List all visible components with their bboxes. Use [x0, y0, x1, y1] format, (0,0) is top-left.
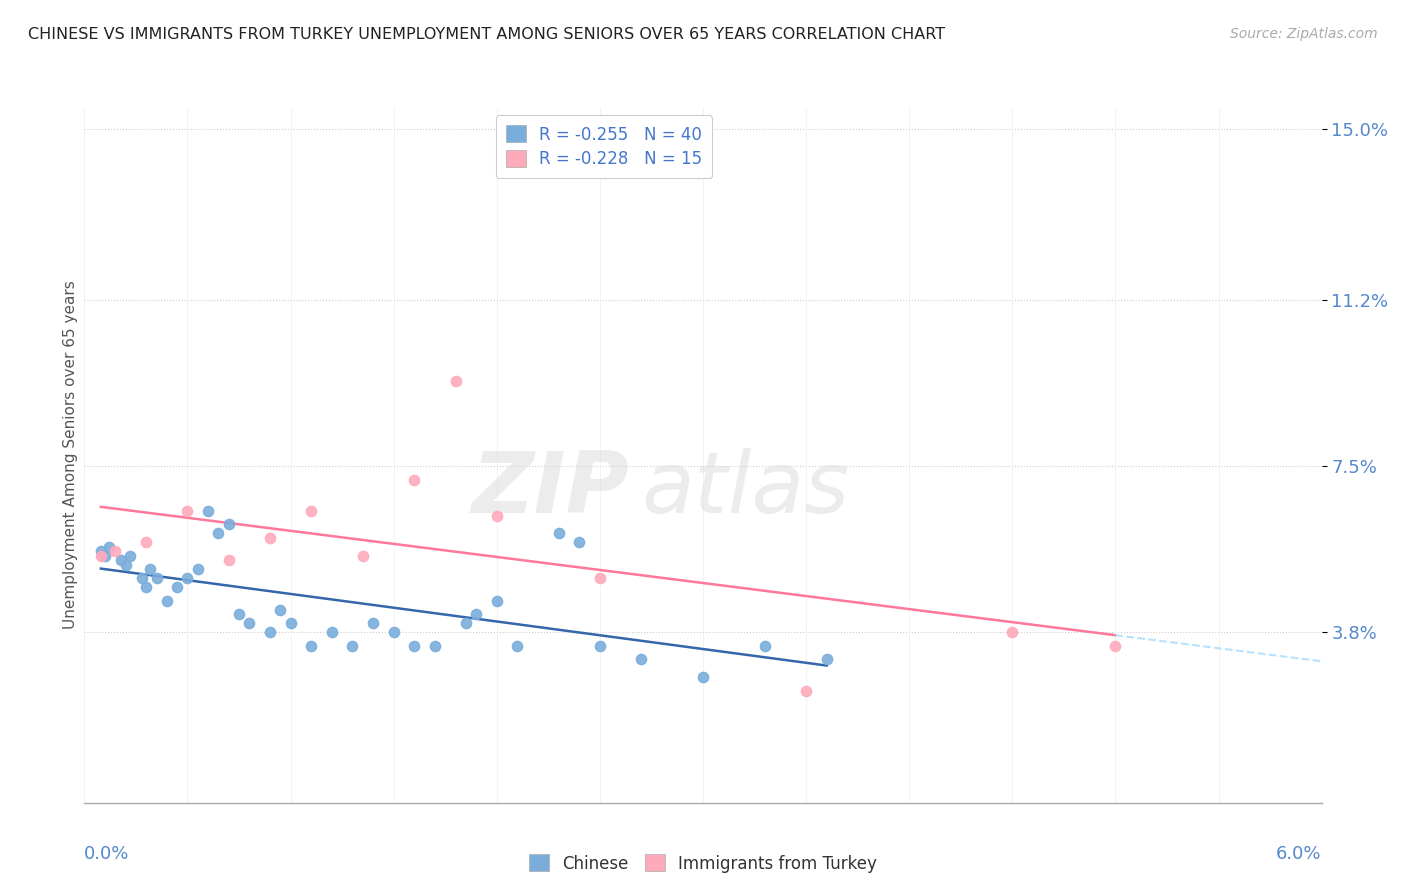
Point [485, 508, 508, 523]
Text: 6.0%: 6.0% [1277, 845, 1322, 863]
Point [218, 517, 240, 532]
Point [207, 526, 229, 541]
Point [465, 607, 488, 622]
Point [238, 616, 260, 631]
Point [1001, 625, 1024, 640]
Point [228, 607, 250, 622]
Point [131, 571, 153, 585]
Point [139, 562, 162, 576]
Text: Source: ZipAtlas.com: Source: ZipAtlas.com [1230, 27, 1378, 41]
Point [299, 504, 322, 518]
Point [176, 571, 198, 585]
Point [692, 670, 714, 684]
Point [754, 639, 776, 653]
Point [506, 639, 529, 653]
Point [104, 544, 127, 558]
Point [589, 571, 612, 585]
Point [404, 473, 426, 487]
Point [423, 639, 446, 653]
Y-axis label: Unemployment Among Seniors over 65 years: Unemployment Among Seniors over 65 years [63, 281, 77, 629]
Point [815, 652, 838, 666]
Point [114, 558, 136, 572]
Point [135, 535, 157, 549]
Point [342, 639, 364, 653]
Point [352, 549, 374, 563]
Text: CHINESE VS IMMIGRANTS FROM TURKEY UNEMPLOYMENT AMONG SENIORS OVER 65 YEARS CORRE: CHINESE VS IMMIGRANTS FROM TURKEY UNEMPL… [28, 27, 945, 42]
Point [321, 625, 343, 640]
Text: ZIP: ZIP [471, 448, 628, 532]
Point [218, 553, 240, 567]
Text: 0.0%: 0.0% [84, 845, 129, 863]
Point [135, 580, 157, 594]
Point [280, 616, 302, 631]
Point [90, 549, 112, 563]
Point [90, 544, 112, 558]
Point [98, 540, 121, 554]
Point [568, 535, 591, 549]
Point [197, 504, 219, 518]
Point [382, 625, 405, 640]
Point [118, 549, 141, 563]
Legend: Chinese, Immigrants from Turkey: Chinese, Immigrants from Turkey [522, 847, 884, 880]
Point [1104, 639, 1126, 653]
Point [454, 616, 477, 631]
Point [485, 594, 508, 608]
Point [156, 594, 179, 608]
Text: atlas: atlas [641, 448, 849, 532]
Point [110, 553, 132, 567]
Legend: R = -0.255   N = 40, R = -0.228   N = 15: R = -0.255 N = 40, R = -0.228 N = 15 [496, 115, 713, 178]
Point [794, 683, 817, 698]
Point [166, 580, 188, 594]
Point [259, 625, 281, 640]
Point [269, 603, 291, 617]
Point [630, 652, 652, 666]
Point [361, 616, 384, 631]
Point [589, 639, 612, 653]
Point [145, 571, 167, 585]
Point [444, 374, 467, 388]
Point [94, 549, 117, 563]
Point [299, 639, 322, 653]
Point [547, 526, 569, 541]
Point [187, 562, 209, 576]
Point [404, 639, 426, 653]
Point [176, 504, 198, 518]
Point [259, 531, 281, 545]
